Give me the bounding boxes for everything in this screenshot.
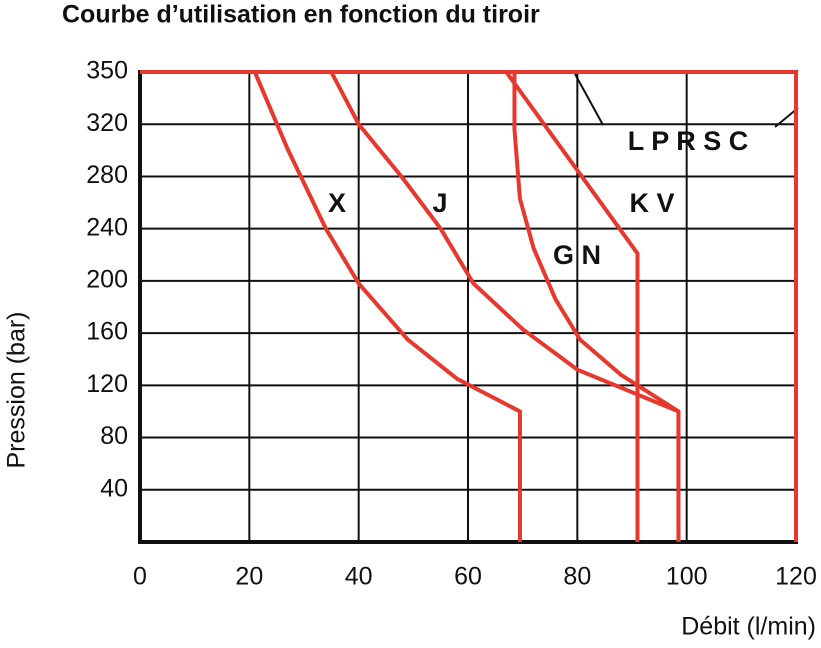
chart-title: Courbe d’utilisation en fonction du tiro… — [62, 1, 540, 29]
x-axis-label: Débit (l/min) — [681, 613, 816, 641]
series-label: L P R S C — [628, 126, 749, 156]
x-tick-label: 120 — [775, 563, 817, 591]
x-tick-label: 60 — [454, 563, 482, 591]
x-tick-label: 100 — [666, 563, 708, 591]
x-tick-label: 0 — [133, 563, 147, 591]
y-tick-label: 80 — [100, 422, 128, 450]
y-tick-label: 320 — [86, 109, 128, 137]
y-tick-label: 40 — [100, 474, 128, 502]
y-tick-label: 200 — [86, 265, 128, 293]
series-line — [329, 71, 681, 542]
y-tick-label: 240 — [86, 213, 128, 241]
leader-line — [574, 73, 604, 126]
x-tick-label: 80 — [563, 563, 591, 591]
series-label: J — [432, 188, 447, 218]
series-line — [512, 72, 681, 542]
series-line — [252, 71, 522, 542]
series-label: X — [328, 188, 346, 218]
y-tick-label: 350 — [86, 57, 128, 85]
series-line — [504, 70, 640, 542]
x-tick-label: 20 — [235, 563, 263, 591]
series-label: K V — [629, 188, 674, 218]
y-axis-label: Pression (bar) — [3, 312, 31, 469]
y-tick-label: 160 — [86, 318, 128, 346]
series-line — [140, 70, 798, 542]
series-label: G N — [553, 240, 601, 270]
y-tick-label: 280 — [86, 161, 128, 189]
y-tick-label: 120 — [86, 370, 128, 398]
x-tick-label: 40 — [345, 563, 373, 591]
